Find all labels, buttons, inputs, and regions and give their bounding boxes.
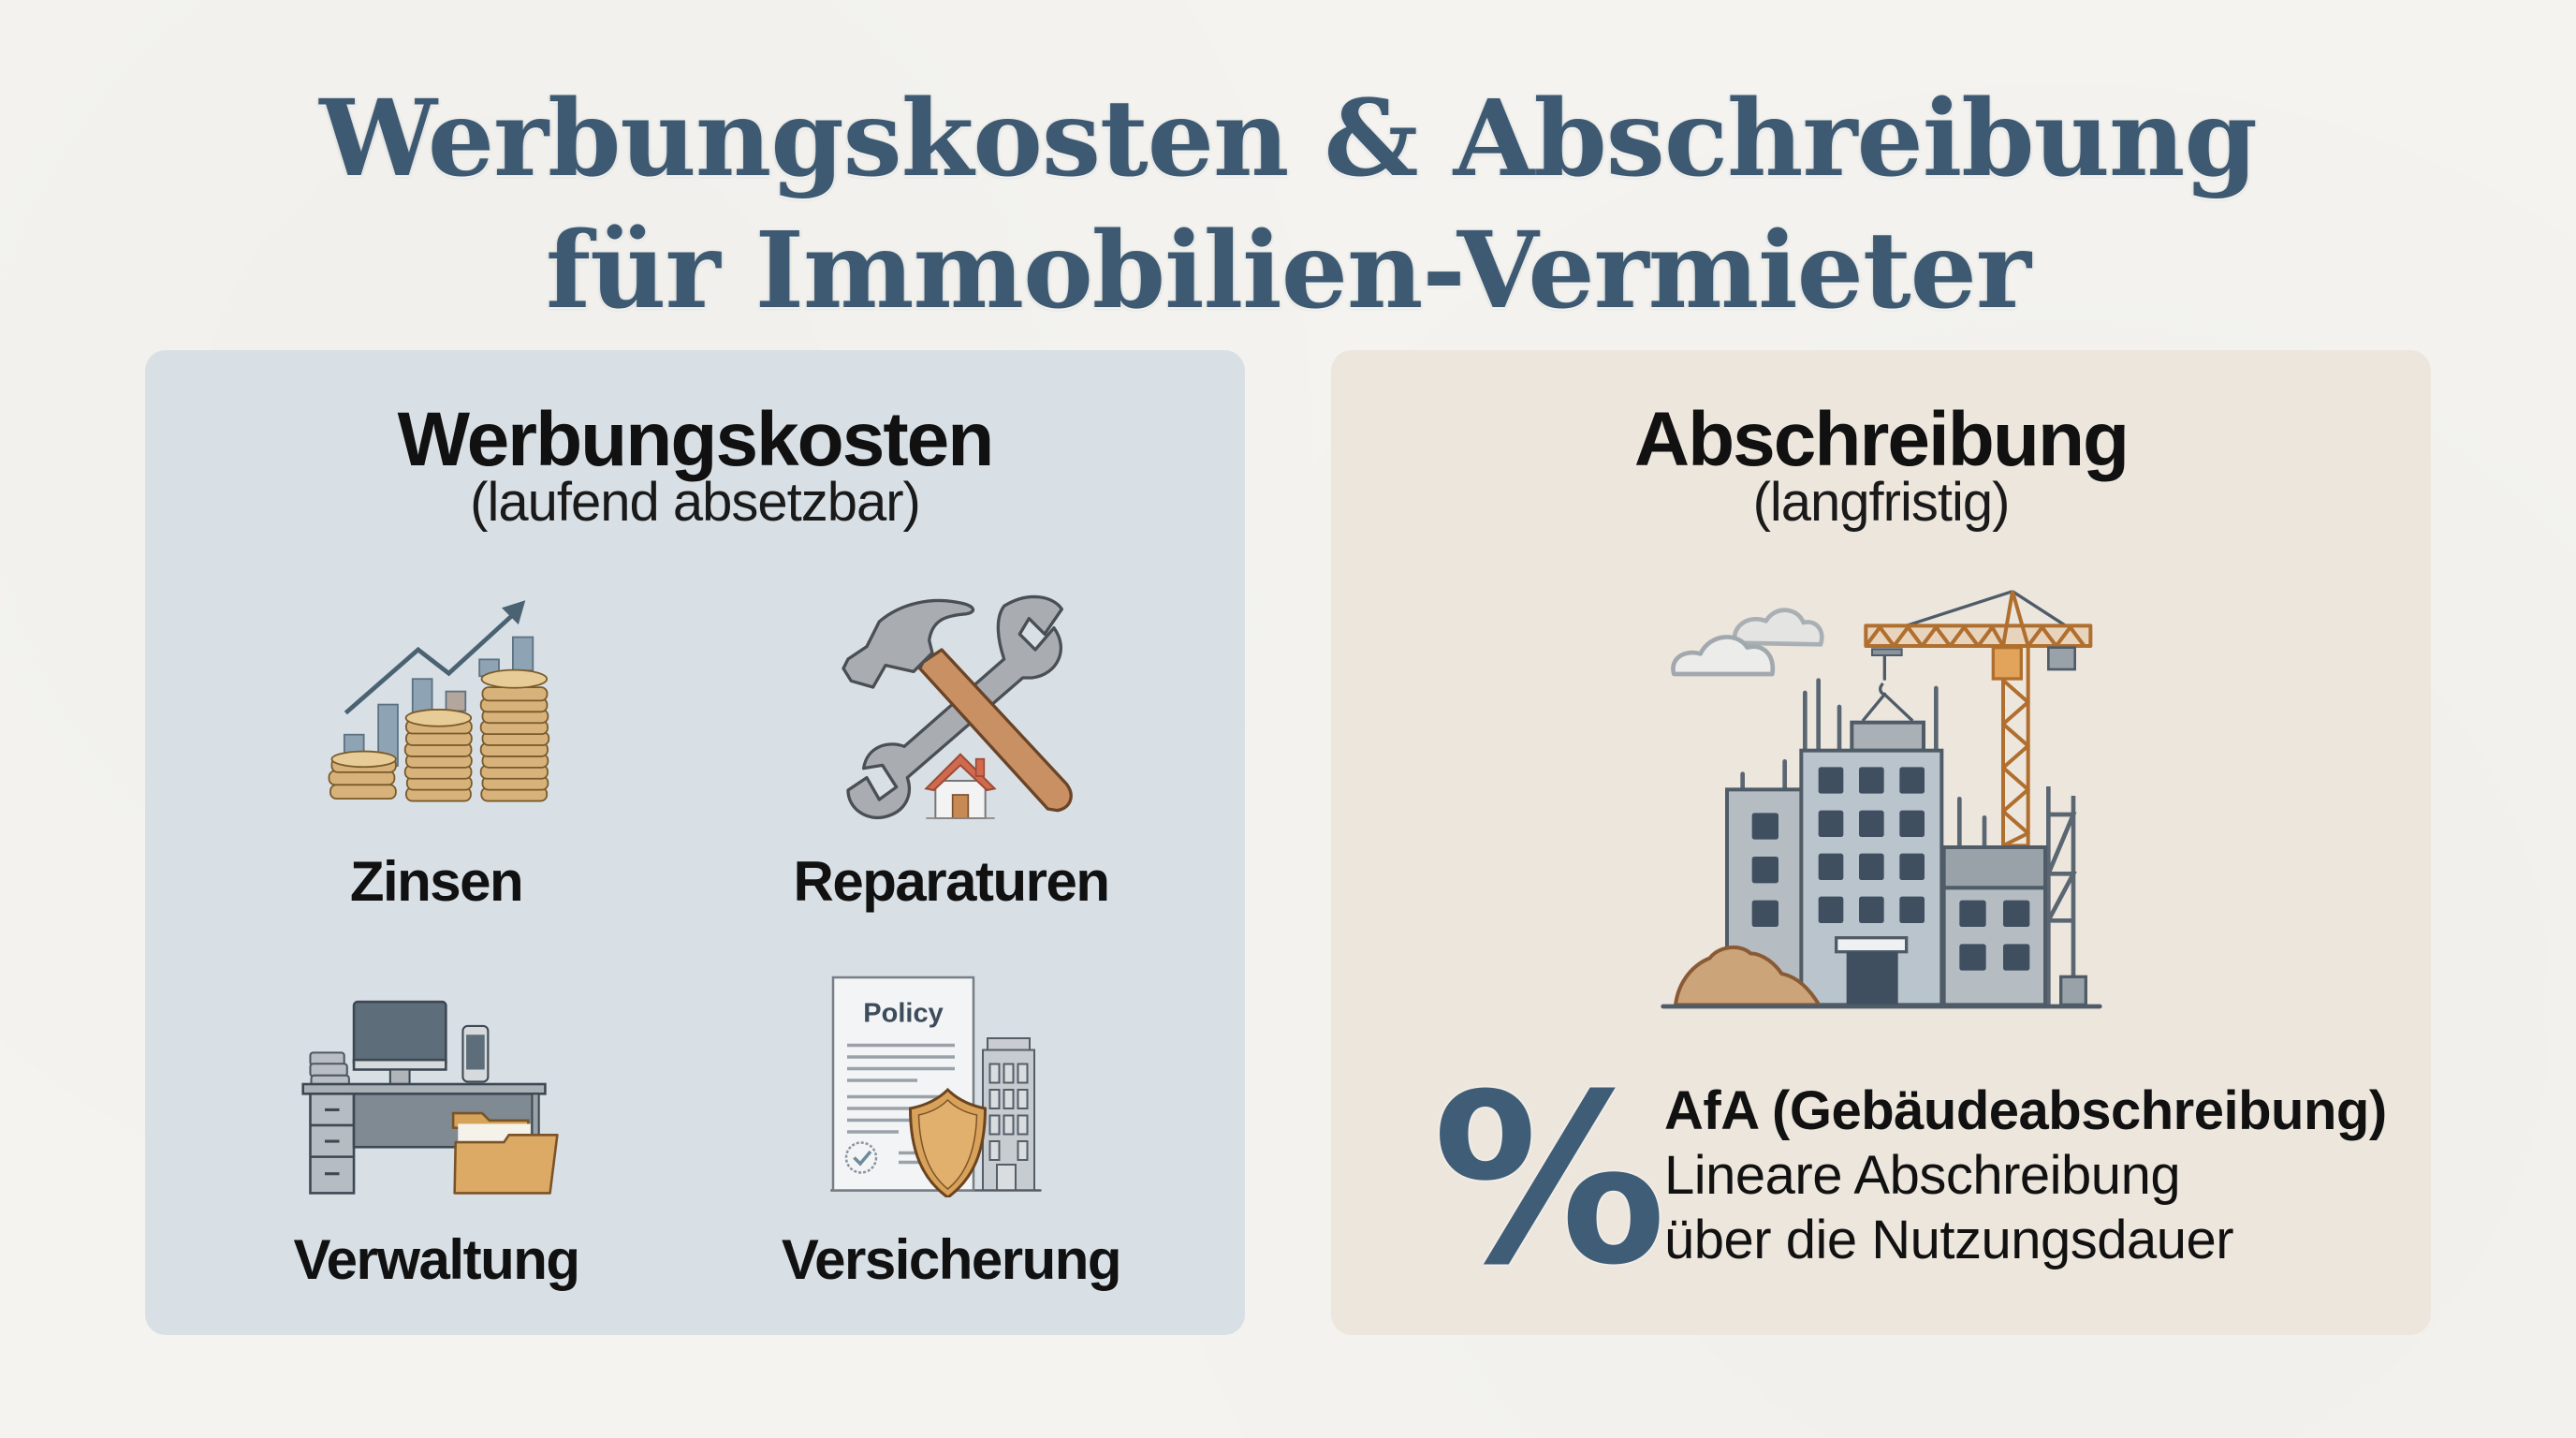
abschreibung-heading: Abschreibung — [1633, 397, 2130, 482]
abschreibung-subheading: (langfristig) — [1752, 472, 2011, 533]
afa-line-1: Lineare Abschreibung — [1664, 1145, 2181, 1206]
item-reparaturen: Reparaturen — [708, 584, 1194, 959]
page-title-line-1: Werbungskosten & Abschreibung — [319, 78, 2258, 200]
insurance-policy-shield-icon: Policy — [830, 976, 1042, 1197]
afa-description: AfA (Gebäudeabschreibung) Lineare Abschr… — [1664, 1078, 2387, 1272]
building-construction-crane-icon — [1661, 590, 2102, 1009]
item-versicherung: Policy Versicherung — [708, 973, 1194, 1366]
werbungskosten-panel: Werbungskosten (laufend absetzbar) — [145, 350, 1245, 1335]
coins-growth-chart-icon — [328, 600, 550, 802]
percent-icon: % — [1432, 1044, 1667, 1316]
item-label-reparaturen: Reparaturen — [793, 850, 1110, 913]
page-title: Werbungskosten & Abschreibung für Immobi… — [0, 73, 2576, 337]
page-title-line-2: für Immobilien-Vermieter — [546, 210, 2031, 332]
item-label-verwaltung: Verwaltung — [293, 1228, 580, 1291]
werbungskosten-subheading: (laufend absetzbar) — [470, 472, 921, 533]
item-label-versicherung: Versicherung — [781, 1228, 1122, 1291]
afa-title: AfA (Gebäudeabschreibung) — [1664, 1080, 2387, 1141]
policy-text: Policy — [863, 999, 943, 1029]
abschreibung-panel: Abschreibung (langfristig) — [1331, 350, 2431, 1335]
office-desk-folder-icon — [301, 1000, 559, 1195]
item-verwaltung: Verwaltung — [193, 973, 680, 1366]
item-label-zinsen: Zinsen — [349, 850, 524, 913]
afa-line-2: über die Nutzungsdauer — [1664, 1210, 2234, 1270]
hammer-wrench-house-icon — [842, 594, 1073, 820]
werbungskosten-heading: Werbungskosten — [397, 397, 995, 482]
item-zinsen: Zinsen — [193, 584, 680, 959]
